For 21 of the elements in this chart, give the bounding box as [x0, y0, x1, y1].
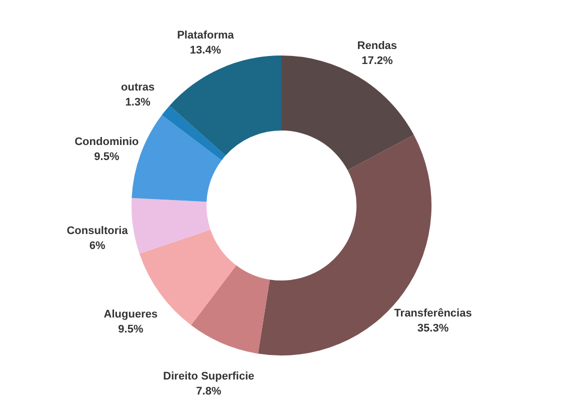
donut-slice [132, 198, 210, 254]
donut-slice [191, 265, 270, 354]
data-label: 6% [89, 240, 106, 252]
data-label: 9.5% [94, 150, 120, 163]
data-label: 13.4% [190, 44, 222, 57]
donut-slice [282, 56, 414, 170]
donut-slice [170, 56, 282, 156]
slice-label: Direito Superficie [163, 370, 254, 383]
data-label: 7.8% [196, 386, 222, 398]
data-label: 17.2% [362, 55, 393, 67]
data-label: 1.3% [125, 96, 151, 108]
slice-label: Alugueres [104, 308, 158, 320]
slice-label: Plataforma [177, 30, 235, 42]
slice-label: Transferências [394, 307, 472, 320]
data-label: 35.3% [417, 322, 449, 334]
data-label: 9.5% [118, 323, 144, 336]
slice-label: Consultoria [66, 225, 129, 238]
slice-label: Rendas [357, 40, 398, 52]
donut-slice [162, 106, 226, 160]
slice-label: Condominio [74, 136, 140, 148]
slice-label: outras [121, 81, 155, 94]
